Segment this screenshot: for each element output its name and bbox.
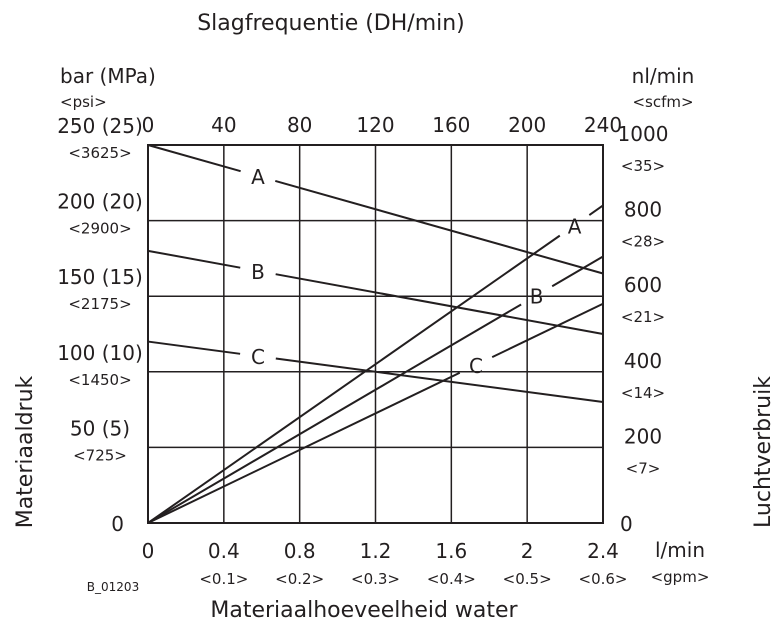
series-line-segment <box>147 371 461 524</box>
x-tick-label: 1.6 <box>435 539 467 563</box>
series-label: C <box>469 354 483 378</box>
x-tick-alt-label: <0.1> <box>199 570 248 588</box>
series-label: B <box>251 260 265 284</box>
y-right-tick-label: 600 <box>624 273 662 297</box>
y-right-tick-label: 0 <box>620 512 633 536</box>
series-line-segment <box>147 234 561 524</box>
series-left-A: A <box>147 144 604 275</box>
x-top-tick-label: 200 <box>508 113 546 137</box>
x-tick-alt-label: <0.2> <box>275 570 324 588</box>
series-line-segment <box>147 303 522 524</box>
y-left-tick-alt-label: <3625> <box>68 144 131 162</box>
x-tick-alt-label: <0.3> <box>351 570 400 588</box>
x-tick-label: 2 <box>521 539 534 563</box>
series-right-B: B <box>147 255 604 524</box>
y-right-tick-label: 400 <box>624 349 662 373</box>
y-left-tick-alt-label: <725> <box>73 446 127 464</box>
figure-code: B_01203 <box>87 580 139 594</box>
y-left-tick-alt-label: <1450> <box>68 371 131 389</box>
series-line-segment <box>275 357 604 404</box>
series-left-C: C <box>147 340 604 404</box>
x-tick-label: 1.2 <box>360 539 392 563</box>
y-left-axis-title: Materiaaldruk <box>13 375 38 528</box>
series-line-segment <box>491 302 604 359</box>
series-line-segment <box>147 249 241 269</box>
x-unit-alt: <gpm> <box>651 568 710 586</box>
x-tick-label: 0.4 <box>208 539 240 563</box>
y-left-tick-label: 150 (15) <box>57 265 143 289</box>
y-right-tick-alt-label: <7> <box>626 459 661 477</box>
y-left-unit-alt: <psi> <box>60 93 107 111</box>
y-right-axis-title: Luchtverbruik <box>751 376 771 528</box>
series-line-segment <box>147 144 241 173</box>
series-label: C <box>251 345 265 369</box>
x-tick-alt-label: <0.5> <box>503 570 552 588</box>
series-line-segment <box>275 179 604 275</box>
x-top-tick-label: 40 <box>211 113 236 137</box>
x-top-tick-label: 0 <box>142 113 155 137</box>
y-right-tick-alt-label: <28> <box>621 233 665 251</box>
x-top-tick-label: 80 <box>287 113 312 137</box>
y-left-tick-label: 250 (25) <box>57 114 143 138</box>
y-right-tick-alt-label: <35> <box>621 157 665 175</box>
y-right-tick-label: 1000 <box>618 122 669 146</box>
y-right-tick-label: 800 <box>624 198 662 222</box>
x-top-tick-label: 240 <box>584 113 622 137</box>
x-top-tick-label: 120 <box>356 113 394 137</box>
series-line-segment <box>551 255 604 288</box>
y-left-tick-label: 0 <box>111 512 124 536</box>
y-left-tick-alt-label: <2900> <box>68 220 131 238</box>
y-right-tick-label: 200 <box>624 424 662 448</box>
series-line-segment <box>147 340 241 355</box>
y-right-unit: nl/min <box>632 64 695 88</box>
x-tick-alt-label: <0.4> <box>427 570 476 588</box>
y-right-tick-alt-label: <14> <box>621 384 665 402</box>
chart-title: Slagfrequentie (DH/min) <box>197 11 465 36</box>
x-top-tick-label: 160 <box>432 113 470 137</box>
y-left-tick-label: 100 (10) <box>57 341 143 365</box>
series-right-A: A <box>147 204 604 524</box>
x-tick-label: 0.8 <box>284 539 316 563</box>
x-tick-label: 2.4 <box>587 539 619 563</box>
y-left-unit: bar (MPa) <box>60 64 156 88</box>
series-label: B <box>530 284 544 308</box>
y-left-tick-alt-label: <2175> <box>68 295 131 313</box>
x-unit: l/min <box>655 538 705 562</box>
y-right-tick-alt-label: <21> <box>621 308 665 326</box>
y-left-tick-label: 200 (20) <box>57 190 143 214</box>
series-label: A <box>568 214 582 238</box>
y-left-tick-label: 50 (5) <box>70 416 130 440</box>
series-right-C: C <box>147 302 604 524</box>
x-axis-title: Materiaalhoeveelheid water <box>210 598 518 623</box>
x-tick-alt-label: <0.6> <box>579 570 628 588</box>
y-right-unit-alt: <scfm> <box>632 93 693 111</box>
series-left-B: B <box>147 249 604 335</box>
x-tick-label: 0 <box>142 539 155 563</box>
series-line-segment <box>588 204 604 216</box>
series-line-segment <box>275 273 604 335</box>
series-label: A <box>251 165 265 189</box>
